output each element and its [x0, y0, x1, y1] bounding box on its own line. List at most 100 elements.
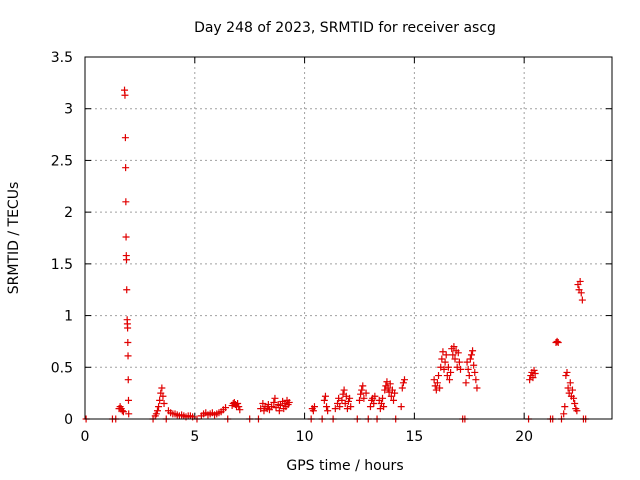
y-tick-label: 3 [64, 102, 73, 118]
data-point [398, 384, 406, 392]
data-point [124, 376, 132, 384]
data-point [122, 164, 130, 172]
data-point [451, 355, 459, 363]
x-axis-label: GPS time / hours [286, 458, 403, 474]
data-point [397, 403, 405, 411]
data-point [320, 396, 328, 404]
data-point [436, 384, 444, 392]
data-point [276, 402, 284, 410]
data-point [321, 392, 329, 400]
data-point [234, 399, 242, 407]
data-point [124, 352, 132, 360]
data-point [469, 347, 477, 355]
y-tick-label: 0 [64, 412, 73, 428]
data-point [571, 399, 579, 407]
data-point [563, 368, 571, 376]
data-point [462, 379, 470, 387]
data-point [123, 286, 131, 294]
x-tick-label: 5 [190, 429, 199, 445]
data-point [270, 398, 278, 406]
data-point [578, 296, 586, 304]
data-point [529, 374, 537, 382]
data-point [323, 403, 331, 411]
data-point [380, 403, 388, 411]
data-point [391, 389, 399, 397]
y-tick-label: 3.5 [51, 50, 73, 66]
data-point [309, 407, 317, 415]
data-point [222, 404, 230, 412]
data-point [442, 351, 450, 359]
data-point [358, 386, 366, 394]
data-point [371, 392, 379, 400]
data-point [384, 384, 392, 392]
data-point [160, 399, 168, 407]
data-point [531, 369, 539, 377]
data-point [360, 394, 368, 402]
data-point [345, 397, 352, 405]
data-point [235, 403, 243, 411]
chart-title: Day 248 of 2023, SRMTID for receiver asc… [194, 20, 496, 36]
data-point [444, 363, 452, 371]
data-point [399, 379, 407, 387]
data-point [456, 365, 464, 373]
data-point [122, 233, 130, 241]
data-point [347, 403, 355, 411]
data-point [236, 406, 244, 414]
data-point [359, 382, 367, 390]
data-point [386, 380, 394, 388]
data-point [576, 277, 584, 285]
data-point [159, 392, 167, 400]
data-point [123, 256, 131, 264]
data-point [472, 376, 480, 384]
data-point [463, 358, 471, 366]
data-point [355, 396, 363, 404]
data-point [570, 394, 578, 402]
data-point [455, 358, 463, 366]
data-point [577, 289, 585, 297]
axis-ticks: 0 0.5 1 1.5 2 2.5 3 3.5 0 5 10 15 20 [51, 50, 612, 445]
data-point [152, 410, 160, 418]
data-point [440, 365, 448, 373]
data-point [466, 355, 474, 363]
data-point [433, 379, 441, 387]
data-point [390, 396, 398, 404]
data-point [562, 372, 570, 380]
data-point [438, 355, 446, 363]
x-tick-label: 15 [405, 429, 423, 445]
data-point [564, 384, 572, 392]
data-point [285, 398, 293, 406]
data-point [443, 372, 451, 380]
data-point [271, 394, 279, 402]
data-point [447, 368, 455, 376]
data-point [561, 403, 569, 411]
data-point [430, 376, 438, 384]
data-point [449, 351, 457, 359]
data-point [454, 349, 462, 357]
data-point [118, 407, 126, 415]
data-point [560, 410, 568, 418]
data-point [324, 407, 332, 415]
y-axis-label: SRMTID / TECUs [6, 182, 22, 295]
data-point [338, 396, 346, 404]
data-point [158, 384, 166, 392]
data-points [82, 86, 590, 423]
data-point [340, 386, 348, 394]
data-point [471, 368, 479, 376]
data-point [124, 338, 132, 346]
data-point [473, 384, 481, 392]
data-point [387, 392, 395, 400]
y-tick-label: 2 [64, 205, 73, 221]
data-point [366, 403, 374, 411]
data-point [553, 337, 561, 345]
data-point [362, 389, 370, 397]
data-point [400, 376, 408, 384]
data-point [153, 407, 161, 415]
data-point [124, 396, 132, 404]
data-point [573, 407, 581, 415]
data-point [439, 348, 447, 356]
data-point [554, 338, 562, 346]
data-point [125, 410, 133, 418]
data-point [310, 403, 318, 411]
data-point [465, 372, 473, 380]
